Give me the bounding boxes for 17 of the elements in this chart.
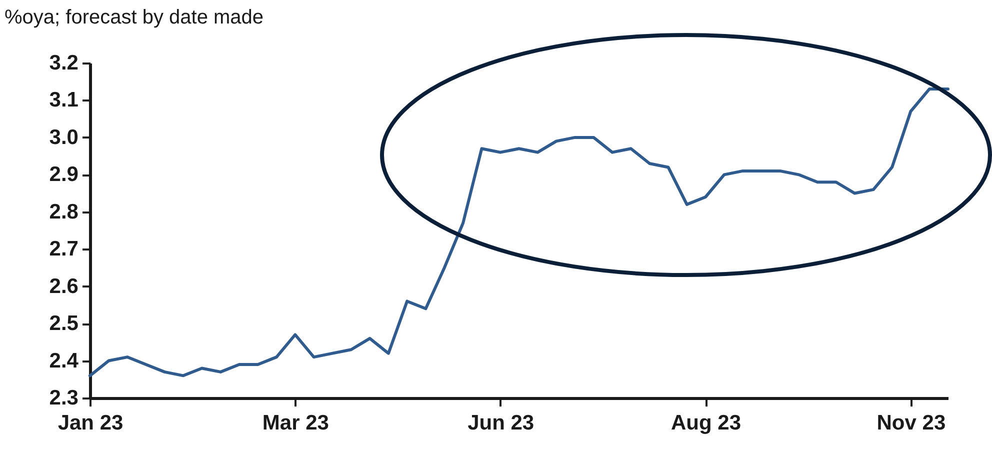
y-tick-label: 3.1 xyxy=(49,88,79,112)
y-tick-label: 2.5 xyxy=(49,312,79,336)
y-tick-label: 2.4 xyxy=(49,349,79,372)
x-tick-label: Jun 23 xyxy=(468,412,534,434)
y-tick-label: 2.9 xyxy=(49,163,78,186)
y-axis-title: %oya; forecast by date made xyxy=(4,6,264,28)
x-tick-label: Jan 23 xyxy=(58,412,124,434)
x-tick-label: Nov 23 xyxy=(876,412,946,434)
y-tick-label: 3.0 xyxy=(49,126,78,149)
line-series xyxy=(88,88,950,378)
y-tick-label: 2.3 xyxy=(49,386,78,410)
y-tick-label: 2.6 xyxy=(49,274,78,298)
x-tick-label: Mar 23 xyxy=(262,412,329,434)
y-tick-label: 3.2 xyxy=(49,52,78,74)
y-tick-label: 2.7 xyxy=(49,238,78,261)
y-tick-label: 2.8 xyxy=(49,200,79,224)
x-tick-label: Aug 23 xyxy=(671,412,742,434)
